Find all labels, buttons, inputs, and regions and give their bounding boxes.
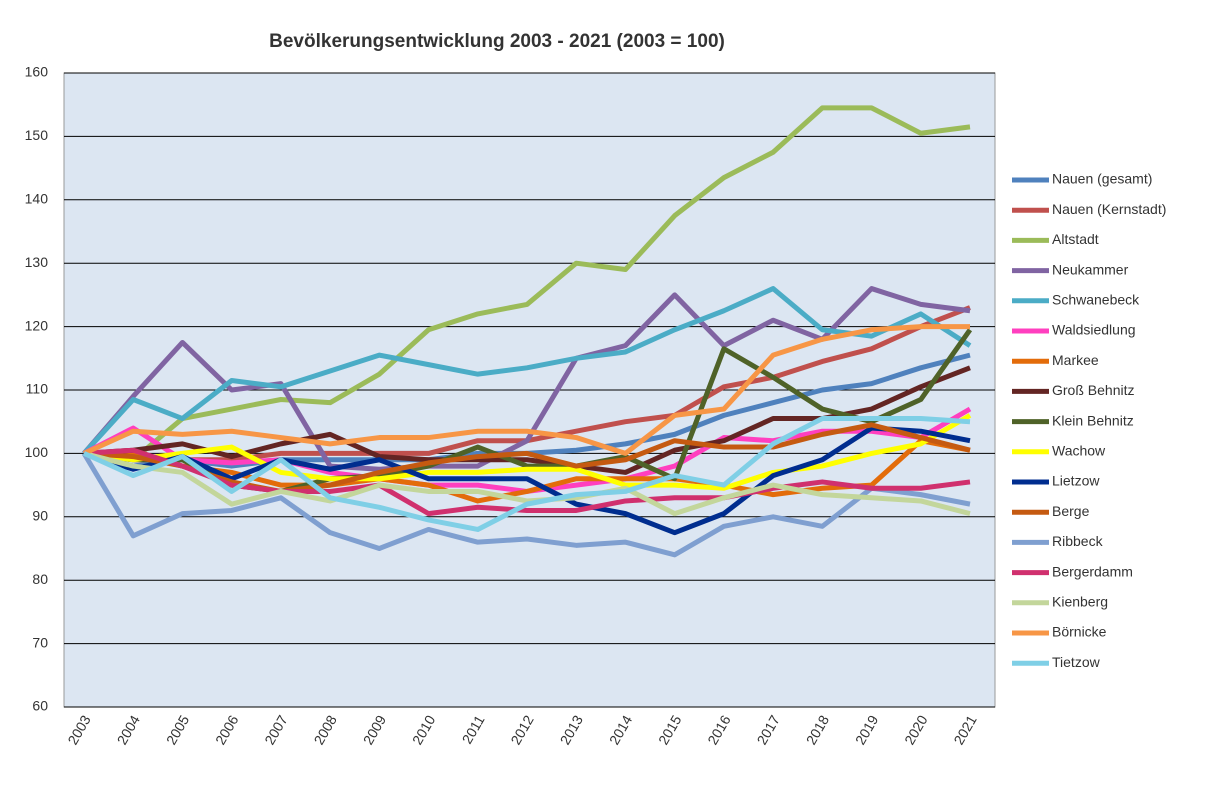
legend-label: Klein Behnitz bbox=[1052, 412, 1134, 428]
legend-label: Schwanebeck bbox=[1052, 292, 1140, 308]
x-tick-label: 2015 bbox=[655, 712, 685, 747]
y-tick-label: 80 bbox=[32, 571, 48, 587]
legend-label: Tietzow bbox=[1052, 654, 1101, 670]
x-tick-label: 2021 bbox=[950, 712, 980, 747]
y-tick-label: 130 bbox=[25, 254, 49, 270]
x-tick-label: 2020 bbox=[901, 712, 931, 747]
y-tick-label: 120 bbox=[25, 317, 49, 333]
legend-label: Bergerdamm bbox=[1052, 563, 1133, 579]
x-tick-label: 2004 bbox=[114, 712, 144, 747]
chart-title: Bevölkerungsentwicklung 2003 - 2021 (200… bbox=[269, 31, 725, 52]
legend-label: Ribbeck bbox=[1052, 533, 1104, 549]
y-tick-label: 110 bbox=[26, 381, 49, 397]
legend-label: Wachow bbox=[1052, 443, 1106, 459]
x-tick-label: 2005 bbox=[163, 712, 193, 747]
series-line bbox=[82, 324, 970, 456]
series-line bbox=[84, 438, 971, 504]
x-tick-label: 2016 bbox=[704, 712, 734, 747]
y-tick-label: 160 bbox=[25, 64, 49, 80]
x-tick-label: 2018 bbox=[803, 712, 833, 747]
legend-label: Kienberg bbox=[1052, 594, 1108, 610]
series-line bbox=[82, 416, 971, 532]
legend-label: Börnicke bbox=[1052, 624, 1107, 640]
x-tick-label: 2010 bbox=[409, 712, 439, 747]
x-tick-label: 2013 bbox=[557, 712, 587, 747]
x-tick-label: 2011 bbox=[459, 712, 488, 746]
y-tick-label: 90 bbox=[32, 508, 48, 524]
y-tick-label: 140 bbox=[25, 191, 49, 207]
series-line bbox=[83, 422, 971, 494]
series-line bbox=[83, 105, 971, 463]
x-tick-label: 2019 bbox=[852, 712, 882, 747]
x-tick-label: 2006 bbox=[212, 712, 242, 747]
series-line bbox=[83, 447, 971, 517]
series-line bbox=[82, 286, 972, 456]
legend-label: Lietzow bbox=[1052, 473, 1100, 489]
legend-label: Berge bbox=[1052, 503, 1090, 519]
series-line bbox=[83, 450, 971, 517]
x-tick-label: 2009 bbox=[360, 712, 390, 747]
legend-label: Waldsiedlung bbox=[1052, 322, 1136, 338]
y-tick-label: 100 bbox=[25, 444, 49, 460]
legend-label: Nauen (gesamt) bbox=[1052, 171, 1152, 187]
legend-label: Groß Behnitz bbox=[1052, 382, 1134, 398]
x-tick-label: 2014 bbox=[606, 712, 636, 747]
legend-label: Altstadt bbox=[1052, 231, 1099, 247]
legend-label: Nauen (Kernstadt) bbox=[1052, 201, 1166, 217]
x-tick-label: 2012 bbox=[507, 712, 537, 747]
y-tick-label: 60 bbox=[32, 698, 48, 714]
series-line bbox=[83, 413, 972, 491]
y-tick-label: 70 bbox=[32, 634, 48, 650]
series-line bbox=[83, 425, 971, 536]
y-tick-label: 150 bbox=[25, 127, 49, 143]
x-tick-label: 2007 bbox=[261, 712, 291, 747]
legend-label: Neukammer bbox=[1052, 261, 1129, 277]
x-tick-label: 2017 bbox=[753, 712, 783, 747]
x-tick-label: 2008 bbox=[310, 712, 340, 747]
legend-label: Markee bbox=[1052, 352, 1099, 368]
x-tick-label: 2003 bbox=[64, 712, 94, 747]
series-line bbox=[81, 452, 971, 558]
